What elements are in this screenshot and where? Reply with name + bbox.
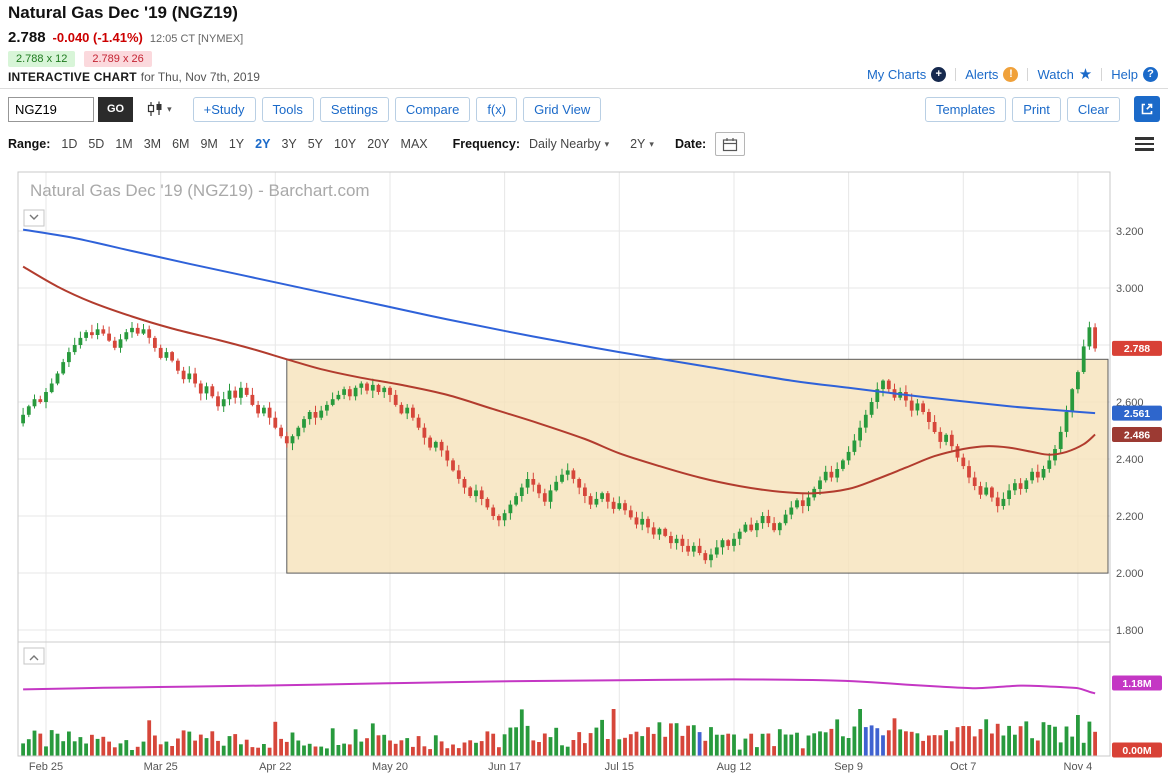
help-link[interactable]: Help ? [1111,67,1158,82]
header-separator [0,88,1168,89]
range-3m[interactable]: 3M [143,137,162,151]
svg-text:2.788: 2.788 [1124,343,1150,355]
interactive-chart-heading: INTERACTIVE CHART for Thu, Nov 7th, 2019 [8,70,260,84]
svg-text:0.00M: 0.00M [1122,745,1151,757]
svg-text:2.200: 2.200 [1116,511,1144,523]
svg-text:Sep 9: Sep 9 [834,761,863,773]
range-10y[interactable]: 10Y [334,137,357,151]
clear-button[interactable]: Clear [1066,96,1120,122]
svg-text:Nov 4: Nov 4 [1064,761,1093,773]
settings-button[interactable]: Settings [319,96,389,122]
price-change: -0.040 (-1.41%) [52,30,143,45]
watch-link[interactable]: Watch ★ [1037,67,1092,82]
candlestick-chart-icon [148,101,162,116]
svg-text:Natural Gas Dec '19 (NGZ19) -: Natural Gas Dec '19 (NGZ19) - Barchart.c… [30,181,370,200]
svg-text:2.400: 2.400 [1116,454,1144,466]
go-button[interactable]: GO [98,96,134,122]
interactive-chart-label: INTERACTIVE CHART [8,70,137,84]
last-price: 2.788 [8,29,46,46]
range-1d[interactable]: 1D [61,137,78,151]
svg-text:3.200: 3.200 [1116,226,1144,238]
frequency-dropdown[interactable]: Daily Nearby ▾ [529,137,609,151]
svg-text:Apr 22: Apr 22 [259,761,291,773]
svg-text:Mar 25: Mar 25 [144,761,178,773]
external-link-icon [1141,103,1153,115]
compare-button[interactable]: Compare [394,96,471,122]
range-5y[interactable]: 5Y [307,137,324,151]
templates-button[interactable]: Templates [924,96,1007,122]
svg-text:Aug 12: Aug 12 [717,761,752,773]
chart-toolbar: GO ▾ +Study Tools Settings Compare f(x) … [8,95,1160,123]
fx-button[interactable]: f(x) [476,96,518,122]
frequency-value: Daily Nearby [529,137,601,151]
range-bar: Range: 1D 5D 1M 3M 6M 9M 1Y 2Y 3Y 5Y 10Y… [8,131,1160,157]
range-label: Range: [8,137,51,151]
tools-button[interactable]: Tools [261,96,314,122]
range-6m[interactable]: 6M [172,137,190,151]
range-9m[interactable]: 9M [200,137,218,151]
chart-date-text: for Thu, Nov 7th, 2019 [140,70,260,84]
help-label: Help [1111,67,1138,82]
bid-badge: 2.788 x 12 [8,51,76,67]
svg-text:May 20: May 20 [372,761,408,773]
range-2y[interactable]: 2Y [255,137,271,151]
svg-text:Jun 17: Jun 17 [488,761,521,773]
interactive-chart-canvas[interactable]: Natural Gas Dec '19 (NGZ19) - Barchart.c… [0,170,1168,779]
link-divider [1027,68,1029,81]
period-dropdown[interactable]: 2Y ▾ [630,137,654,151]
range-1y[interactable]: 1Y [228,137,245,151]
popout-chart-button[interactable] [1134,96,1160,122]
range-20y[interactable]: 20Y [367,137,390,151]
svg-text:1.800: 1.800 [1116,625,1144,637]
quote-row: 2.788 -0.040 (-1.41%) 12:05 CT [NYMEX] [8,29,243,46]
svg-text:2.000: 2.000 [1116,568,1144,580]
watch-label: Watch [1037,67,1074,82]
chevron-down-icon: ▾ [604,138,610,149]
range-max[interactable]: MAX [400,137,428,151]
chart-type-dropdown[interactable]: ▾ [139,97,179,122]
alerts-link[interactable]: Alerts ! [965,67,1019,82]
svg-text:Oct 7: Oct 7 [950,761,976,773]
quote-timestamp: 12:05 CT [NYMEX] [149,33,244,45]
svg-text:3.000: 3.000 [1116,283,1144,295]
my-charts-label: My Charts [866,67,927,82]
svg-text:Jul 15: Jul 15 [605,761,634,773]
link-divider [1101,68,1103,81]
svg-text:2.561: 2.561 [1124,408,1150,420]
frequency-group: Frequency: Daily Nearby ▾ 2Y ▾ Date: [453,132,746,156]
link-divider [955,68,957,81]
plus-circle-icon: + [931,67,947,82]
range-1m[interactable]: 1M [115,137,133,151]
date-picker-button[interactable] [715,132,746,156]
symbol-input[interactable] [8,96,94,122]
header-links: My Charts + Alerts ! Watch ★ Help ? [867,67,1158,82]
alert-icon: ! [1003,67,1019,82]
add-study-button[interactable]: +Study [192,96,256,122]
chevron-down-icon: ▾ [649,138,654,149]
calendar-icon [723,137,738,151]
menu-icon[interactable] [1135,137,1154,151]
svg-text:2.486: 2.486 [1124,429,1150,441]
frequency-label: Frequency: [452,137,521,151]
svg-text:Feb 25: Feb 25 [29,761,63,773]
help-icon: ? [1143,67,1158,82]
ask-badge: 2.789 x 26 [84,51,152,67]
page-title: Natural Gas Dec '19 (NGZ19) [8,3,238,22]
range-3y[interactable]: 3Y [281,137,297,151]
date-label: Date: [674,137,707,151]
chevron-down-icon: ▾ [167,103,172,114]
bid-ask-row: 2.788 x 12 2.789 x 26 [8,51,152,67]
svg-text:1.18M: 1.18M [1122,678,1151,690]
star-icon: ★ [1078,66,1093,83]
alerts-label: Alerts [965,67,999,82]
my-charts-link[interactable]: My Charts + [866,67,947,82]
grid-view-button[interactable]: Grid View [523,96,602,122]
period-value: 2Y [630,137,646,151]
print-button[interactable]: Print [1012,96,1061,122]
range-5d[interactable]: 5D [88,137,105,151]
